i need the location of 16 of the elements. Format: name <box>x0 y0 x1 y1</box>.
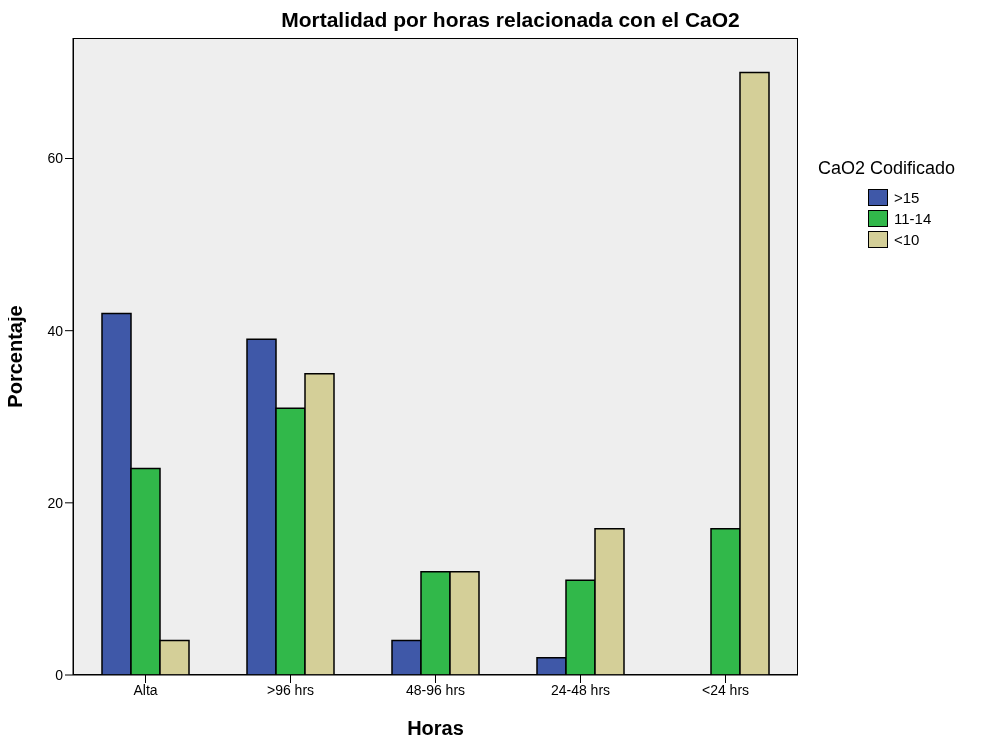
legend-label: 11-14 <box>894 210 932 227</box>
y-axis-title: Porcentaje <box>4 305 27 408</box>
y-tick-label: 60 <box>47 150 64 167</box>
x-tick-label: Alta <box>133 681 158 698</box>
chart-title: Mortalidad por horas relacionada con el CaO2 <box>280 8 741 32</box>
y-tick-label: 0 <box>55 666 64 683</box>
y-tick-label: 20 <box>47 494 64 511</box>
x-axis-title: Horas <box>407 717 464 739</box>
x-tick-label: >96 hrs <box>266 681 315 698</box>
x-tick-label: <24 hrs <box>701 681 750 698</box>
x-tick-label: 24-48 hrs <box>550 681 611 698</box>
x-tick-label: 48-96 hrs <box>405 681 466 698</box>
legend-label: <10 <box>894 231 920 248</box>
y-tick-label: 40 <box>47 322 64 339</box>
legend-title: CaO2 Codificado <box>818 158 957 179</box>
legend-label: >15 <box>894 189 920 206</box>
